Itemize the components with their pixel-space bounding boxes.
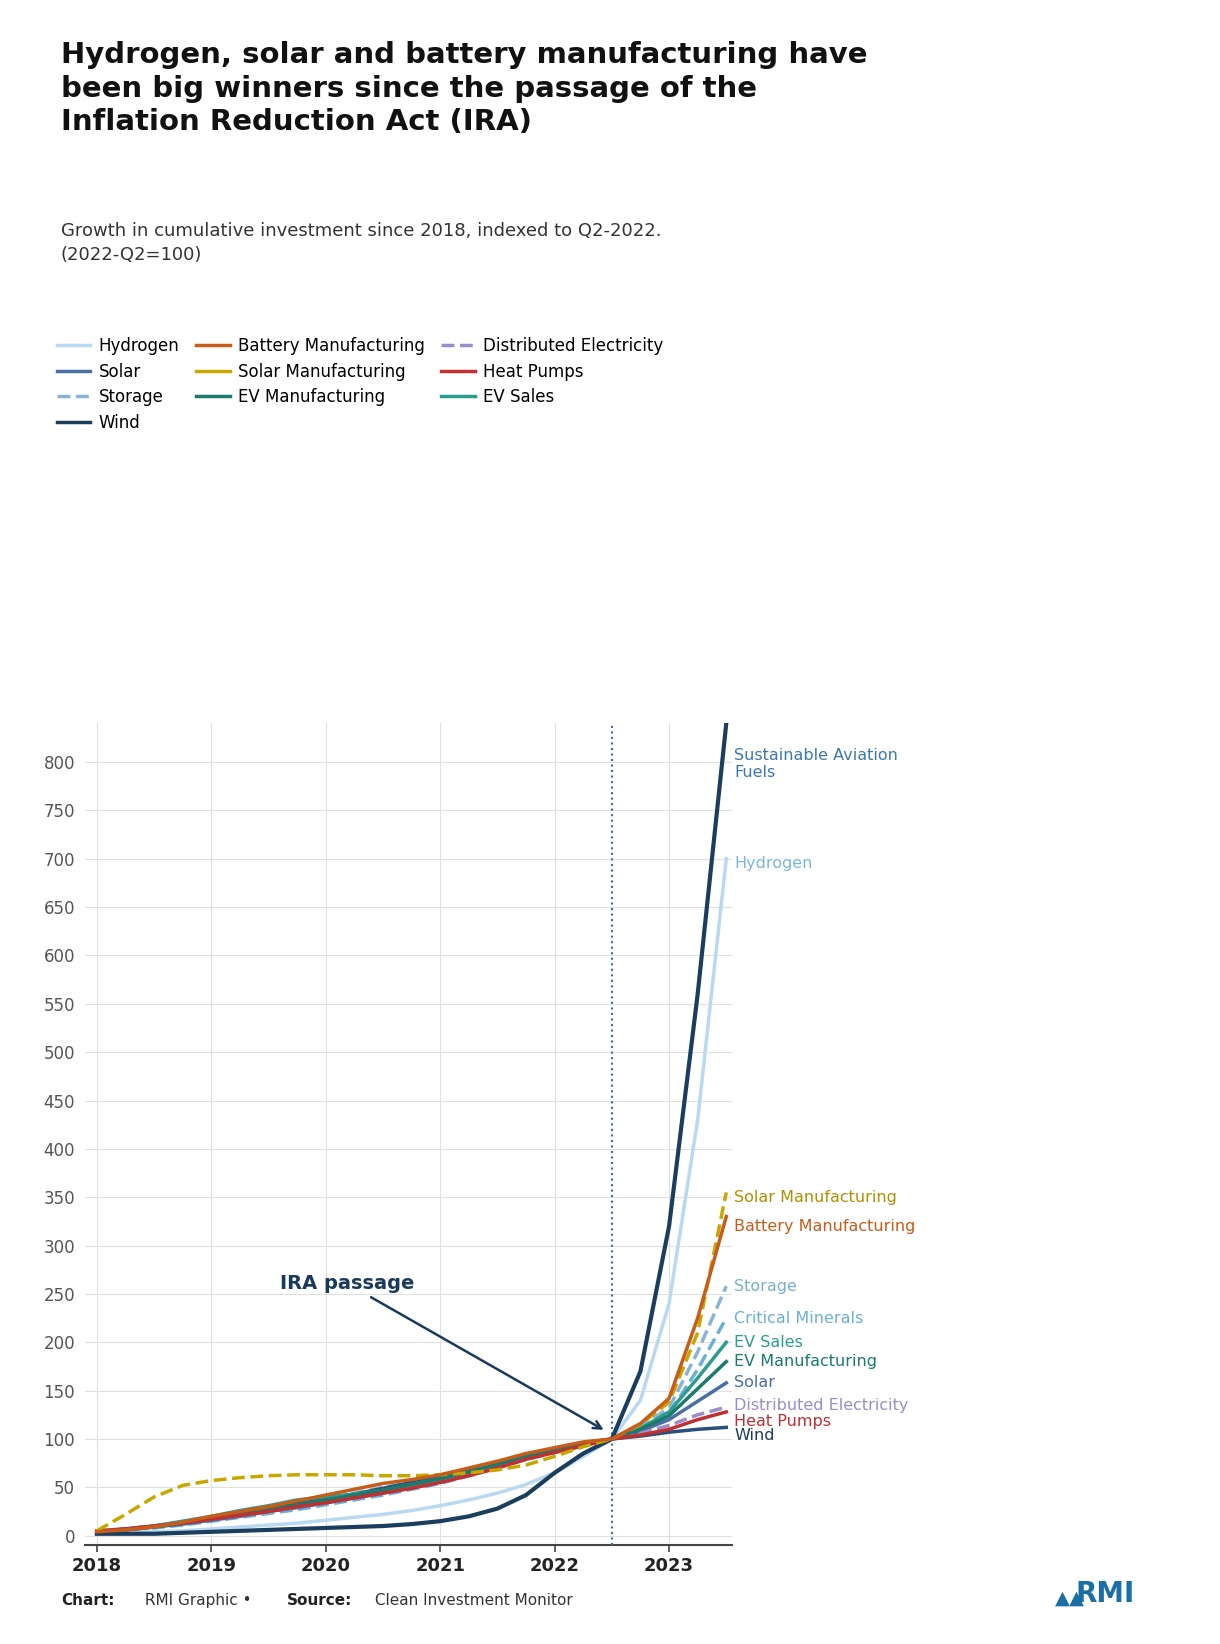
Text: Hydrogen, solar and battery manufacturing have
been big winners since the passag: Hydrogen, solar and battery manufacturin… xyxy=(61,41,867,136)
Text: Clean Investment Monitor: Clean Investment Monitor xyxy=(370,1593,572,1608)
Text: Chart:: Chart: xyxy=(61,1593,115,1608)
Text: Heat Pumps: Heat Pumps xyxy=(734,1414,831,1429)
Text: Battery Manufacturing: Battery Manufacturing xyxy=(734,1218,916,1233)
Text: Distributed Electricity: Distributed Electricity xyxy=(734,1397,909,1412)
Text: RMI: RMI xyxy=(1075,1580,1135,1608)
Text: EV Sales: EV Sales xyxy=(734,1335,803,1350)
Text: Critical Minerals: Critical Minerals xyxy=(734,1310,864,1325)
Text: IRA passage: IRA passage xyxy=(279,1274,601,1429)
Text: Solar Manufacturing: Solar Manufacturing xyxy=(734,1190,897,1205)
Text: Sustainable Aviation
Fuels: Sustainable Aviation Fuels xyxy=(734,748,898,779)
Text: ▲▲: ▲▲ xyxy=(1055,1588,1086,1608)
Text: RMI Graphic •: RMI Graphic • xyxy=(140,1593,256,1608)
Legend: Hydrogen, Solar, Storage, Wind, Battery Manufacturing, Solar Manufacturing, EV M: Hydrogen, Solar, Storage, Wind, Battery … xyxy=(57,337,664,432)
Text: Storage: Storage xyxy=(734,1279,797,1294)
Text: EV Manufacturing: EV Manufacturing xyxy=(734,1355,877,1369)
Text: Solar: Solar xyxy=(734,1376,775,1391)
Text: Hydrogen: Hydrogen xyxy=(734,857,813,871)
Text: Wind: Wind xyxy=(734,1427,775,1443)
Text: Growth in cumulative investment since 2018, indexed to Q2-2022.
(2022-Q2=100): Growth in cumulative investment since 20… xyxy=(61,222,661,263)
Text: Source:: Source: xyxy=(287,1593,353,1608)
